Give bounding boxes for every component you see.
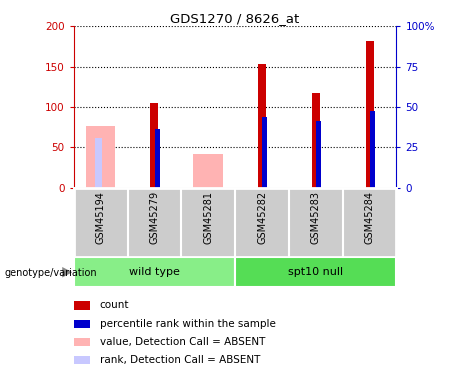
Text: wild type: wild type	[129, 267, 180, 277]
Bar	[74, 320, 90, 328]
Bar	[95, 138, 102, 188]
Bar	[366, 41, 373, 188]
Bar	[370, 111, 375, 188]
Bar	[235, 257, 396, 287]
Text: spt10 null: spt10 null	[288, 267, 343, 277]
Title: GDS1270 / 8626_at: GDS1270 / 8626_at	[171, 12, 300, 25]
Text: count: count	[100, 300, 129, 310]
Bar	[262, 117, 267, 188]
Bar	[312, 93, 320, 188]
Bar	[86, 126, 115, 188]
Polygon shape	[62, 267, 72, 278]
Text: GSM45283: GSM45283	[311, 191, 321, 244]
Text: GSM45281: GSM45281	[203, 191, 213, 244]
Bar	[74, 338, 90, 346]
Text: GSM45279: GSM45279	[149, 191, 160, 244]
Bar	[316, 122, 321, 188]
Bar	[258, 64, 266, 188]
Bar	[194, 154, 223, 188]
Bar	[74, 356, 90, 364]
Bar	[74, 257, 235, 287]
Text: value, Detection Call = ABSENT: value, Detection Call = ABSENT	[100, 337, 265, 347]
Bar	[155, 129, 160, 188]
Bar	[150, 103, 159, 188]
Text: GSM45282: GSM45282	[257, 191, 267, 244]
Text: genotype/variation: genotype/variation	[5, 268, 97, 278]
Text: rank, Detection Call = ABSENT: rank, Detection Call = ABSENT	[100, 355, 260, 365]
Text: GSM45194: GSM45194	[95, 191, 106, 244]
Text: GSM45284: GSM45284	[365, 191, 375, 244]
Bar	[74, 302, 90, 310]
Text: percentile rank within the sample: percentile rank within the sample	[100, 319, 276, 328]
